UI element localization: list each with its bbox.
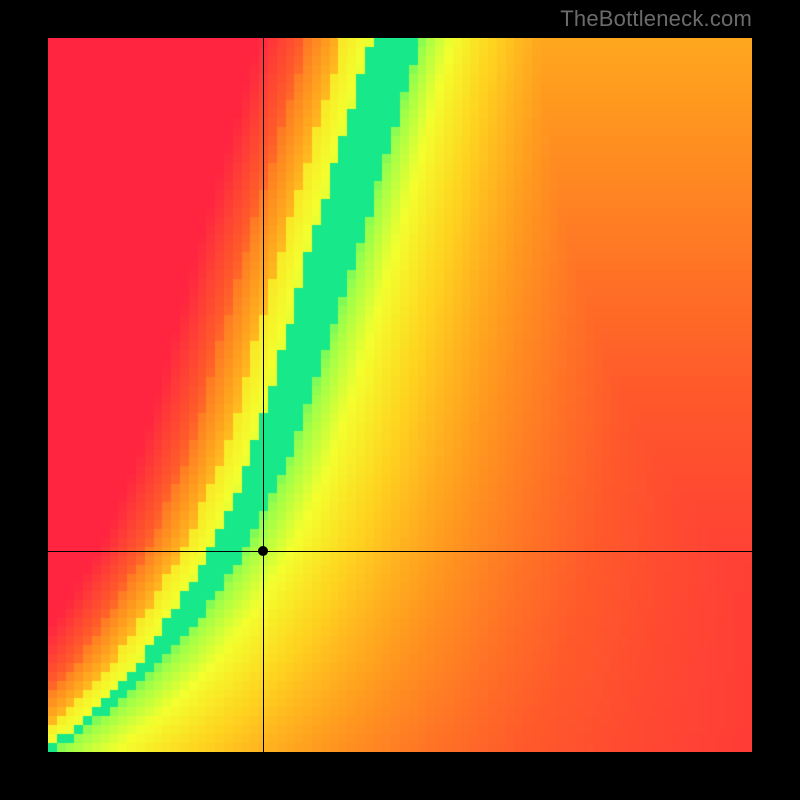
watermark-text: TheBottleneck.com <box>560 6 752 32</box>
crosshair-vertical <box>263 38 264 752</box>
heatmap-canvas <box>48 38 752 752</box>
heatmap-plot <box>48 38 752 752</box>
crosshair-marker-dot <box>258 546 268 556</box>
crosshair-horizontal <box>48 551 752 552</box>
